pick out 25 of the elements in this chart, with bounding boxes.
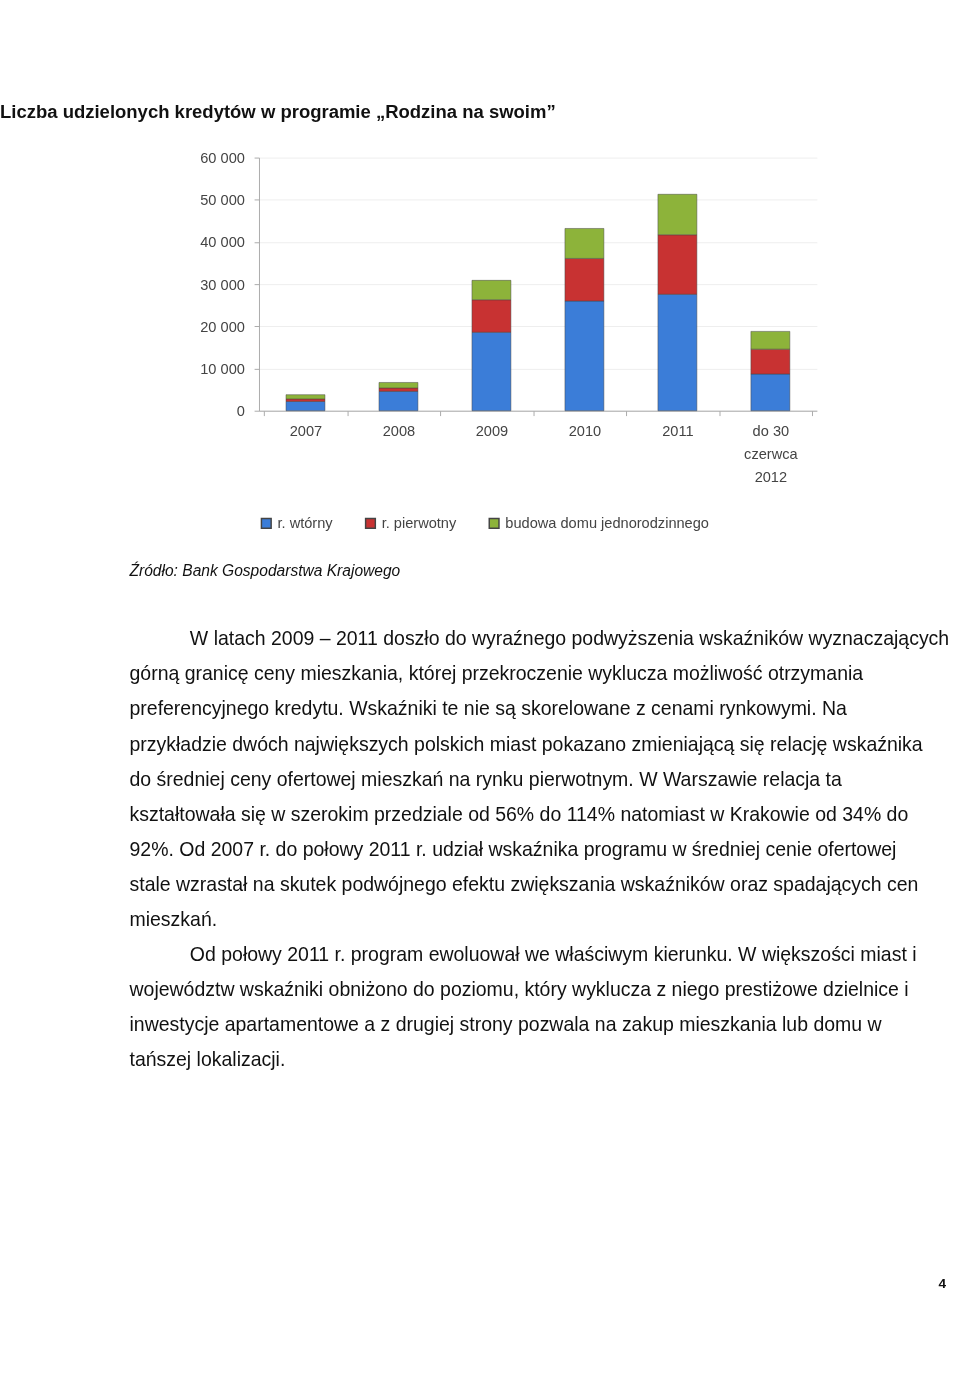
y-tick-label: 30 000 [200,276,245,293]
y-tick-label: 0 [236,403,245,420]
legend-label: budowa domu jednorodzinnego [505,515,709,532]
text: 4 [938,1275,947,1291]
text: W latach 2009 – 2011 doszło do wyraźnego podwyższenia wskaźników wyznaczających górną granicę ceny mieszkania, której przekroczenie wyklucza możliwość otrzymania preferencyjnego kredytu. Wskaźniki te nie są skorelowane z cenami rynkowymi. Na przykładzie dwóch największych polskich miast pokazano zmieniającą się relację wskaźnika do średniej ceny ofertowej mieszkań na rynku pierwotnym. W Warszawie relacja ta kształtowała się w szerokim przedziale od 56% do 114% natomiast w Krakowie od 34% do 92%. Od 2007 r. do połowy 2011 r. udział wskaźnika programu w średniej cenie ofertowej stale wzrastał na skutek podwójnego efektu zwiększania wskaźników oraz spadających cen mieszkań. [129,627,950,930]
y-tick-label: 50 000 [200,192,245,209]
y-tick-label: 60 000 [200,149,245,166]
legend-label: r. pierwotny [381,515,457,532]
bar [378,382,419,389]
legend-label: r. wtórny [277,515,334,532]
bar [285,394,326,400]
y-tick-label: 20 000 [200,318,245,335]
x-tick-label: do 30 czerwca 2012 [744,422,799,486]
text: Od połowy 2011 r. program ewoluował we właściwym kierunku. W większości miast i województw wskaźniki obniżono do poziomu, który wyklucza z niego prestiżowe dzielnice i inwestycje apartamentowe a z drugiej strony pozwala na zakup mieszkania lub domu w tańszej lokalizacji. [128,942,917,1070]
y-tick-label: 10 000 [200,360,245,377]
bar [285,401,326,411]
text: Źródło: Bank Gospodarstwa Krajowego [128,561,401,580]
bar [378,391,419,411]
x-tick-label: 2011 [662,422,694,439]
x-tick-label: 2009 [475,422,509,439]
x-tick-label: 2008 [382,422,416,439]
x-tick-label: 2007 [289,422,323,439]
chart-title: Liczba udzielonych kredytów w programie „Rodzina na swoim” [0,100,556,122]
x-tick-label: 2010 [568,422,602,439]
y-tick-label: 40 000 [200,234,245,251]
